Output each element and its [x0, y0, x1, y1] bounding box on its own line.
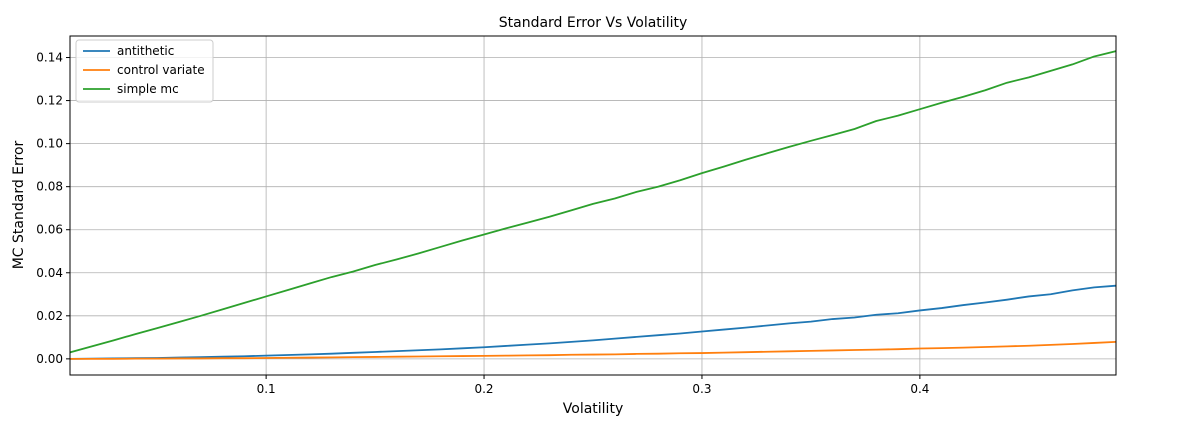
x-axis-label: Volatility	[563, 401, 623, 417]
x-tick-label: 0.3	[692, 382, 711, 396]
y-axis-label: MC Standard Error	[11, 140, 27, 269]
y-tick-label: 0.02	[36, 309, 63, 323]
legend-label-antithetic: antithetic	[117, 44, 174, 58]
chart-title: Standard Error Vs Volatility	[499, 15, 688, 31]
x-tick-label: 0.2	[474, 382, 493, 396]
y-tick-label: 0.14	[36, 51, 63, 65]
x-tick-label: 0.1	[257, 382, 276, 396]
plot-frame	[69, 35, 1117, 376]
y-tick-label: 0.10	[36, 137, 63, 151]
series-line-antithetic	[69, 284, 1117, 360]
y-tick-label: 0.12	[36, 94, 63, 108]
series-line-simple-mc	[69, 50, 1117, 354]
legend-label-control-variate: control variate	[117, 63, 205, 77]
series-lines	[69, 50, 1117, 360]
axis-ticks: 0.1 0.2 0.3 0.4 0.00 0.02 0.04 0.06 0.08 0.10 0.12…	[36, 51, 929, 396]
y-tick-label: 0.06	[36, 223, 63, 237]
legend: antithetic control variate simple mc	[75, 39, 214, 103]
y-tick-label: 0.00	[36, 352, 63, 366]
grid	[70, 36, 1116, 375]
y-tick-label: 0.08	[36, 180, 63, 194]
legend-box	[75, 39, 214, 103]
legend-label-simple-mc: simple mc	[117, 82, 179, 96]
x-tick-label: 0.4	[910, 382, 929, 396]
series-line-control-variate	[70, 340, 1117, 360]
y-tick-label: 0.04	[36, 266, 63, 280]
